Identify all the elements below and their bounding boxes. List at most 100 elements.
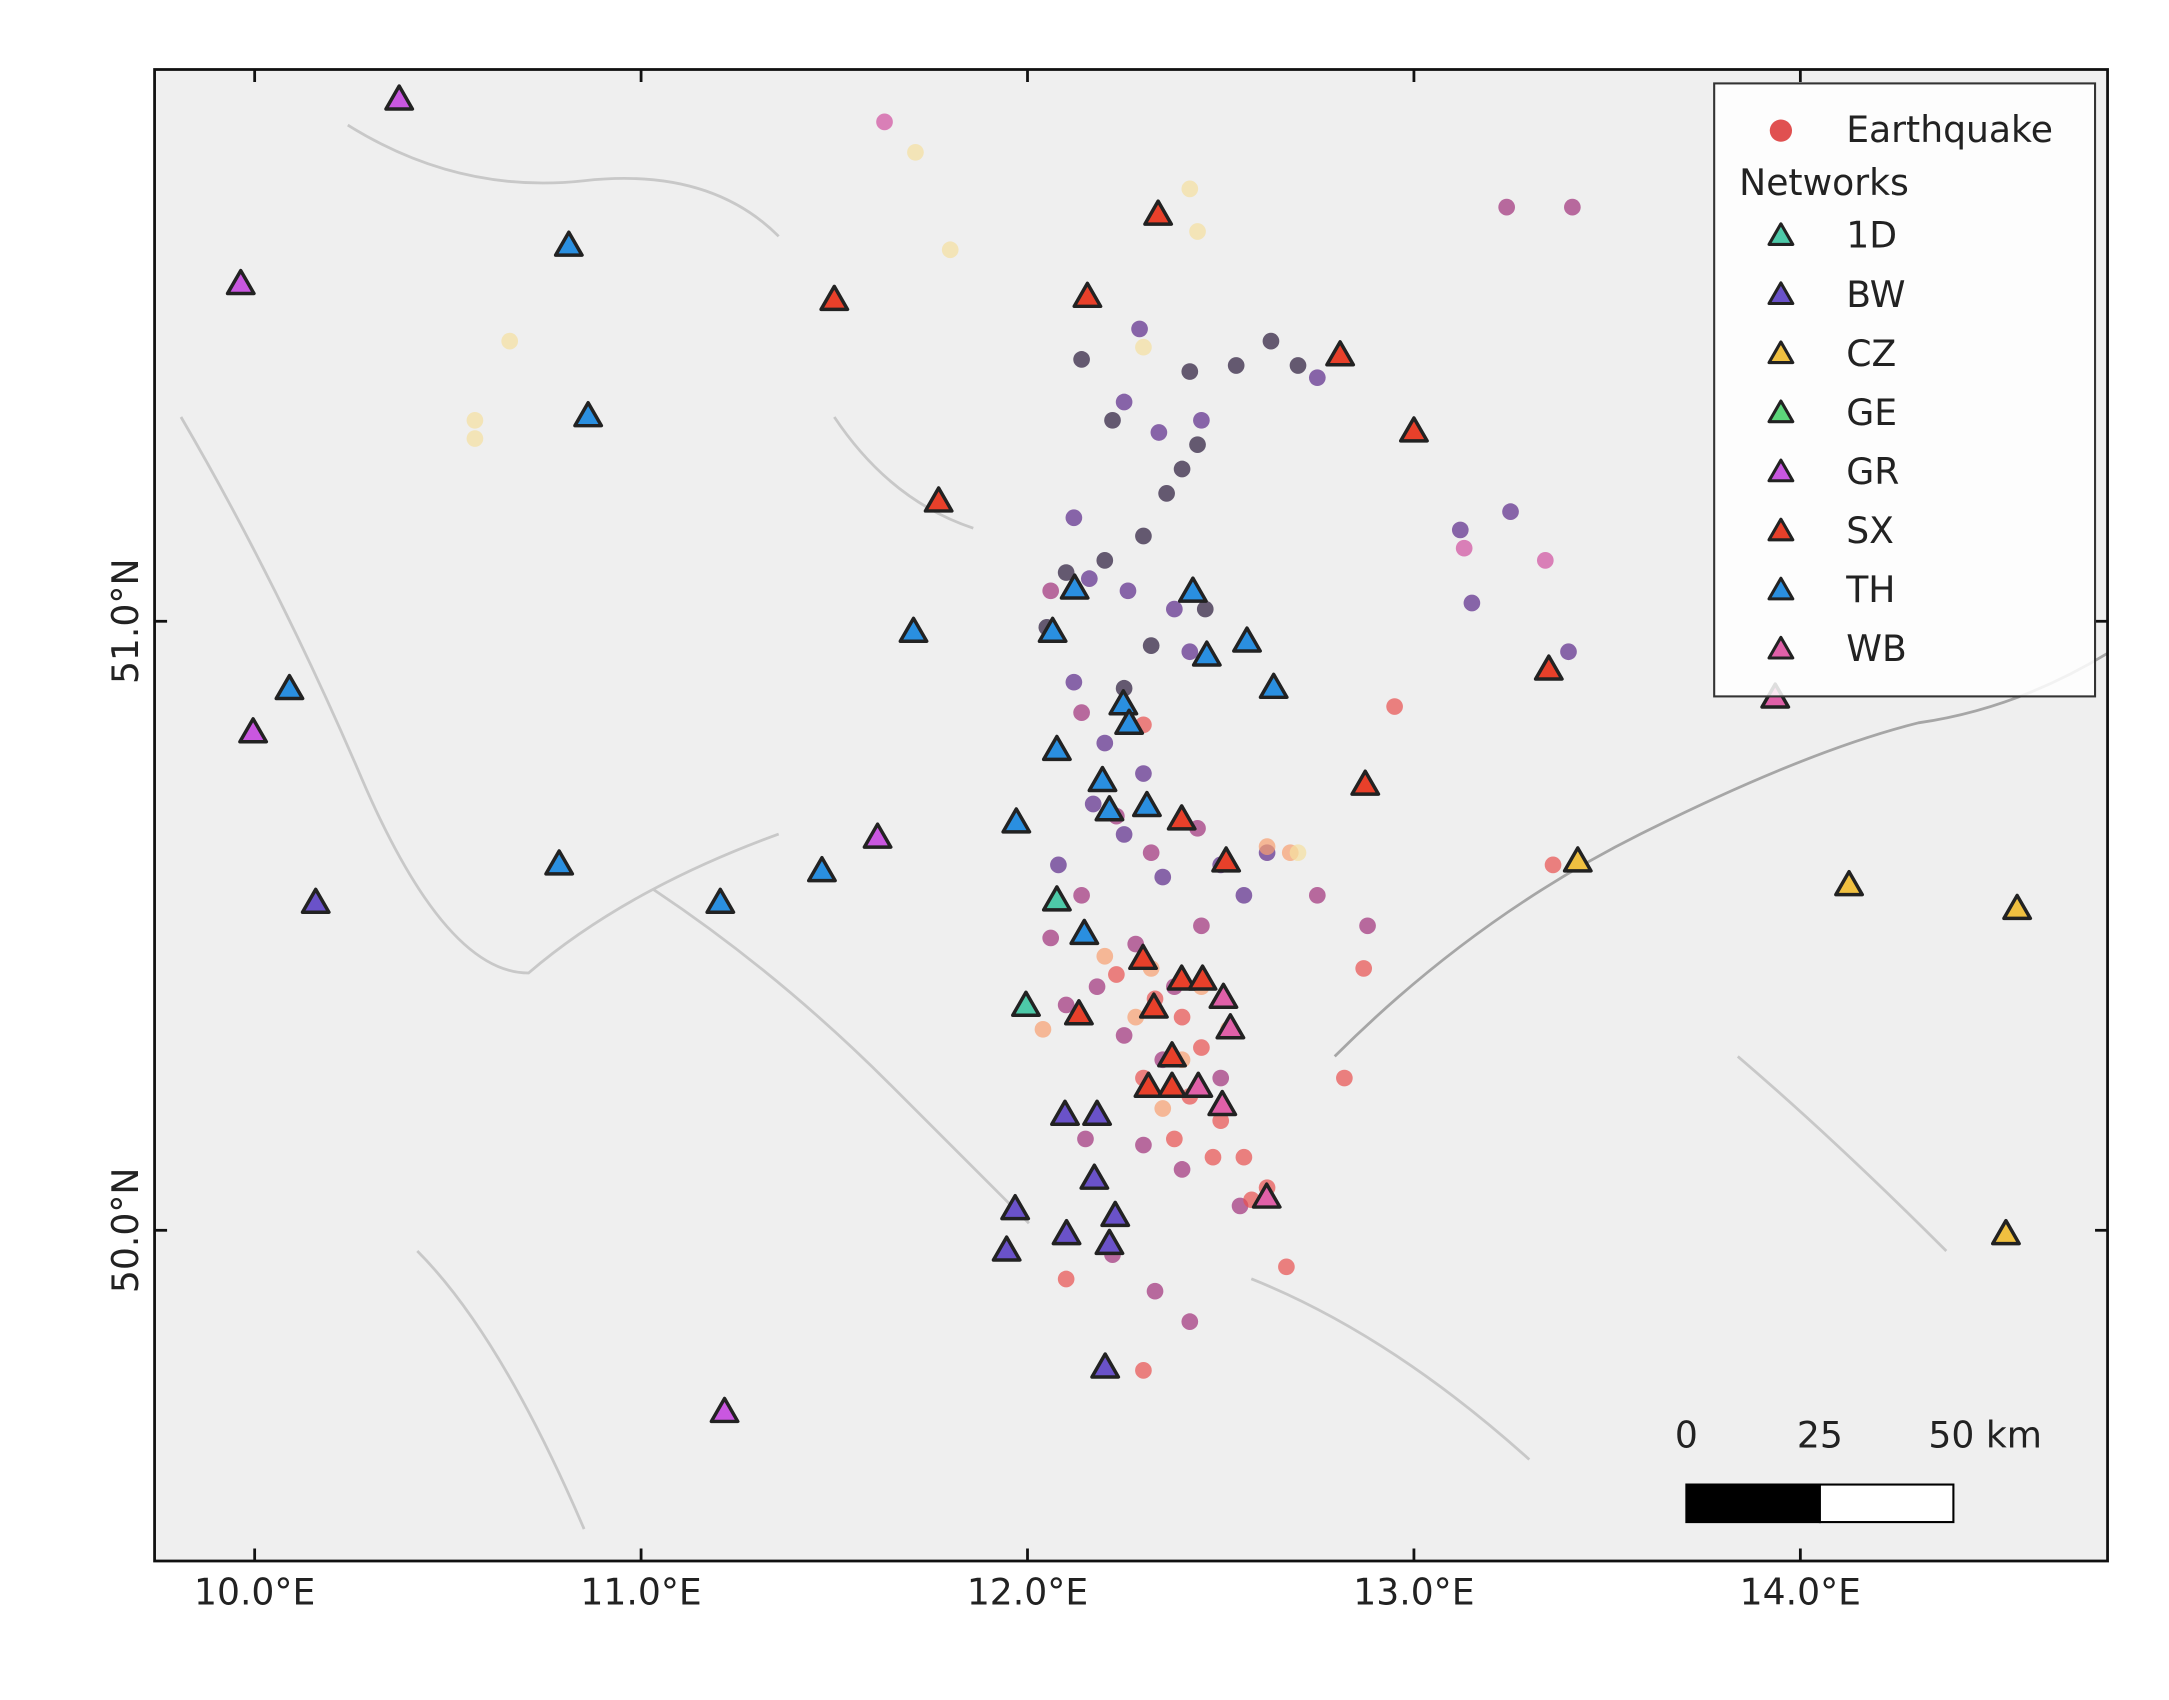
station [709, 1396, 740, 1424]
earthquake [1463, 594, 1481, 612]
legend-label: 1D [1846, 214, 1897, 257]
earthquake [1115, 1027, 1133, 1044]
earthquake [1115, 393, 1133, 411]
station [1350, 769, 1381, 796]
earthquake [1181, 643, 1199, 661]
station [1208, 982, 1239, 1010]
earthquake [1355, 960, 1373, 977]
earthquake [1560, 643, 1577, 661]
earthquake [1308, 886, 1326, 904]
station [898, 616, 929, 644]
earthquake [1204, 1148, 1222, 1166]
earthquake [1564, 198, 1581, 216]
station [1166, 964, 1197, 991]
earthquake [1131, 320, 1148, 338]
earthquake [1073, 351, 1090, 368]
station [1562, 846, 1593, 873]
earthquake [1235, 886, 1253, 904]
legend-label: CZ [1846, 332, 1896, 375]
station [1325, 340, 1356, 367]
station [544, 849, 575, 876]
earthquake [1135, 338, 1152, 356]
earthquake [1227, 357, 1245, 374]
station [1183, 1071, 1214, 1098]
earthquake [1154, 1100, 1172, 1117]
earthquake [1235, 1148, 1253, 1166]
earthquake [1189, 436, 1206, 453]
earthquake [1150, 424, 1168, 441]
legend-label: GR [1846, 450, 1899, 493]
station [1834, 869, 1864, 897]
earthquake [1336, 1069, 1353, 1087]
station [1000, 1193, 1031, 1221]
station [1232, 626, 1262, 653]
earthquake [1181, 363, 1199, 380]
earthquake [1173, 1008, 1191, 1026]
earthquake [1057, 564, 1075, 581]
earthquake [1278, 1258, 1295, 1276]
legend-marker [1767, 576, 1795, 601]
station [1069, 918, 1100, 946]
earthquake [1057, 996, 1075, 1014]
station [1990, 1218, 2021, 1246]
station [1090, 1352, 1121, 1379]
x-tick-label: 10.0°E [194, 1570, 315, 1613]
scale-label: 50 km [1928, 1413, 2042, 1456]
y-tick-label: 50.0°N [104, 1168, 147, 1294]
station [238, 717, 269, 744]
legend-marker [1767, 517, 1795, 542]
plot-area [225, 84, 2033, 1424]
earthquake [1451, 521, 1469, 539]
earthquake [1135, 1136, 1152, 1154]
earthquake [1096, 947, 1114, 965]
earthquake [501, 332, 519, 350]
earthquake [1034, 1020, 1052, 1038]
earthquake [1212, 1069, 1230, 1087]
earthquake [1166, 600, 1183, 618]
station [1211, 846, 1242, 873]
earthquake [1042, 582, 1060, 600]
earthquake [1127, 1008, 1145, 1026]
earthquake [1181, 180, 1199, 198]
station [1398, 416, 1429, 443]
station [1001, 807, 1032, 834]
legend-label: BW [1846, 273, 1905, 316]
earthquake [1108, 966, 1125, 983]
station [1041, 734, 1072, 762]
station [1251, 1182, 1282, 1209]
earthquake [1065, 509, 1083, 527]
station [553, 230, 584, 257]
station [1143, 199, 1174, 226]
earthquake [1080, 570, 1098, 587]
station [1041, 885, 1072, 912]
station [274, 673, 305, 701]
earthquake [1115, 679, 1133, 697]
station [1063, 999, 1094, 1026]
terrain [179, 123, 2108, 1530]
earthquake [1115, 826, 1133, 843]
scale-segment [1685, 1483, 1821, 1524]
earthquake [1193, 1039, 1210, 1056]
earthquake [1158, 485, 1175, 502]
station [1059, 573, 1090, 600]
station [1050, 1099, 1080, 1126]
legend-label: TH [1845, 568, 1895, 611]
earthquake [1196, 600, 1214, 618]
legend-title: Networks [1739, 161, 1909, 204]
earthquake [1142, 637, 1160, 654]
y-tick-label: 51.0°N [104, 559, 147, 685]
earthquake [1135, 765, 1152, 782]
earthquake [1073, 704, 1090, 721]
station [806, 855, 837, 883]
earthquake [1502, 503, 1519, 520]
earthquake [1096, 734, 1114, 752]
legend-label: GE [1846, 391, 1897, 434]
earthquake [941, 241, 959, 259]
station [1114, 708, 1145, 735]
station [1128, 943, 1158, 971]
station [1079, 1163, 1110, 1190]
station [300, 887, 331, 915]
earthquake [1193, 917, 1210, 935]
legend-marker [1769, 119, 1793, 142]
earthquake [1104, 411, 1121, 429]
